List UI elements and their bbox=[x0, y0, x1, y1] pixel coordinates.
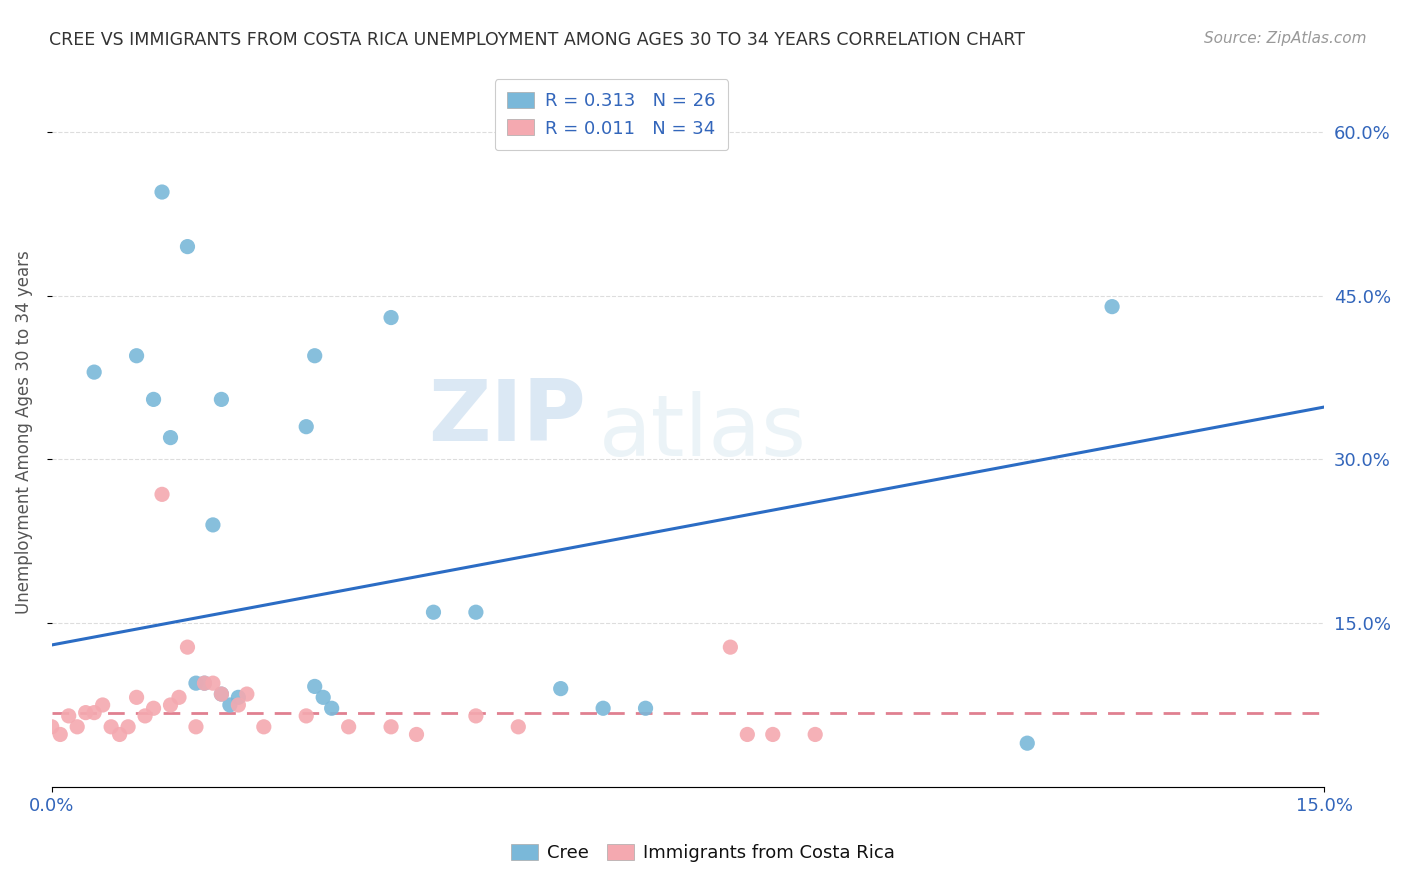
Point bbox=[337, 720, 360, 734]
Point bbox=[58, 709, 80, 723]
Point bbox=[804, 727, 827, 741]
Point bbox=[184, 676, 207, 690]
Point bbox=[184, 720, 207, 734]
Point bbox=[380, 310, 402, 325]
Point bbox=[1017, 736, 1039, 750]
Point bbox=[464, 605, 486, 619]
Point bbox=[1101, 300, 1123, 314]
Legend: R = 0.313   N = 26, R = 0.011   N = 34: R = 0.313 N = 26, R = 0.011 N = 34 bbox=[495, 79, 728, 150]
Point bbox=[201, 517, 224, 532]
Point bbox=[718, 640, 741, 654]
Point bbox=[209, 687, 232, 701]
Point bbox=[464, 709, 486, 723]
Point bbox=[91, 698, 114, 712]
Point bbox=[304, 680, 326, 694]
Point bbox=[193, 676, 215, 690]
Legend: Cree, Immigrants from Costa Rica: Cree, Immigrants from Costa Rica bbox=[503, 837, 903, 870]
Point bbox=[167, 690, 190, 705]
Point bbox=[236, 687, 259, 701]
Point bbox=[295, 419, 318, 434]
Point bbox=[142, 701, 165, 715]
Text: ZIP: ZIP bbox=[429, 376, 586, 459]
Point bbox=[125, 690, 148, 705]
Point bbox=[380, 720, 402, 734]
Point bbox=[209, 392, 232, 407]
Text: Source: ZipAtlas.com: Source: ZipAtlas.com bbox=[1204, 31, 1367, 46]
Point bbox=[100, 720, 122, 734]
Point bbox=[142, 392, 165, 407]
Point bbox=[312, 690, 335, 705]
Point bbox=[592, 701, 614, 715]
Point bbox=[75, 706, 97, 720]
Point bbox=[134, 709, 156, 723]
Point bbox=[66, 720, 89, 734]
Point bbox=[634, 701, 657, 715]
Point bbox=[193, 676, 215, 690]
Text: atlas: atlas bbox=[599, 391, 807, 474]
Point bbox=[83, 365, 105, 379]
Point bbox=[209, 687, 232, 701]
Point bbox=[228, 698, 250, 712]
Point bbox=[321, 701, 343, 715]
Point bbox=[159, 698, 181, 712]
Point bbox=[150, 185, 173, 199]
Point bbox=[508, 720, 530, 734]
Y-axis label: Unemployment Among Ages 30 to 34 years: Unemployment Among Ages 30 to 34 years bbox=[15, 251, 32, 614]
Point bbox=[176, 640, 198, 654]
Point bbox=[108, 727, 131, 741]
Point bbox=[83, 706, 105, 720]
Point bbox=[125, 349, 148, 363]
Point bbox=[201, 676, 224, 690]
Point bbox=[159, 431, 181, 445]
Point bbox=[550, 681, 572, 696]
Point bbox=[228, 690, 250, 705]
Point bbox=[117, 720, 139, 734]
Point bbox=[176, 239, 198, 253]
Point bbox=[737, 727, 759, 741]
Point bbox=[295, 709, 318, 723]
Text: CREE VS IMMIGRANTS FROM COSTA RICA UNEMPLOYMENT AMONG AGES 30 TO 34 YEARS CORREL: CREE VS IMMIGRANTS FROM COSTA RICA UNEMP… bbox=[49, 31, 1025, 49]
Point bbox=[405, 727, 427, 741]
Point bbox=[762, 727, 785, 741]
Point bbox=[150, 487, 173, 501]
Point bbox=[41, 720, 63, 734]
Point bbox=[304, 349, 326, 363]
Point bbox=[219, 698, 242, 712]
Point bbox=[422, 605, 444, 619]
Point bbox=[253, 720, 276, 734]
Point bbox=[49, 727, 72, 741]
